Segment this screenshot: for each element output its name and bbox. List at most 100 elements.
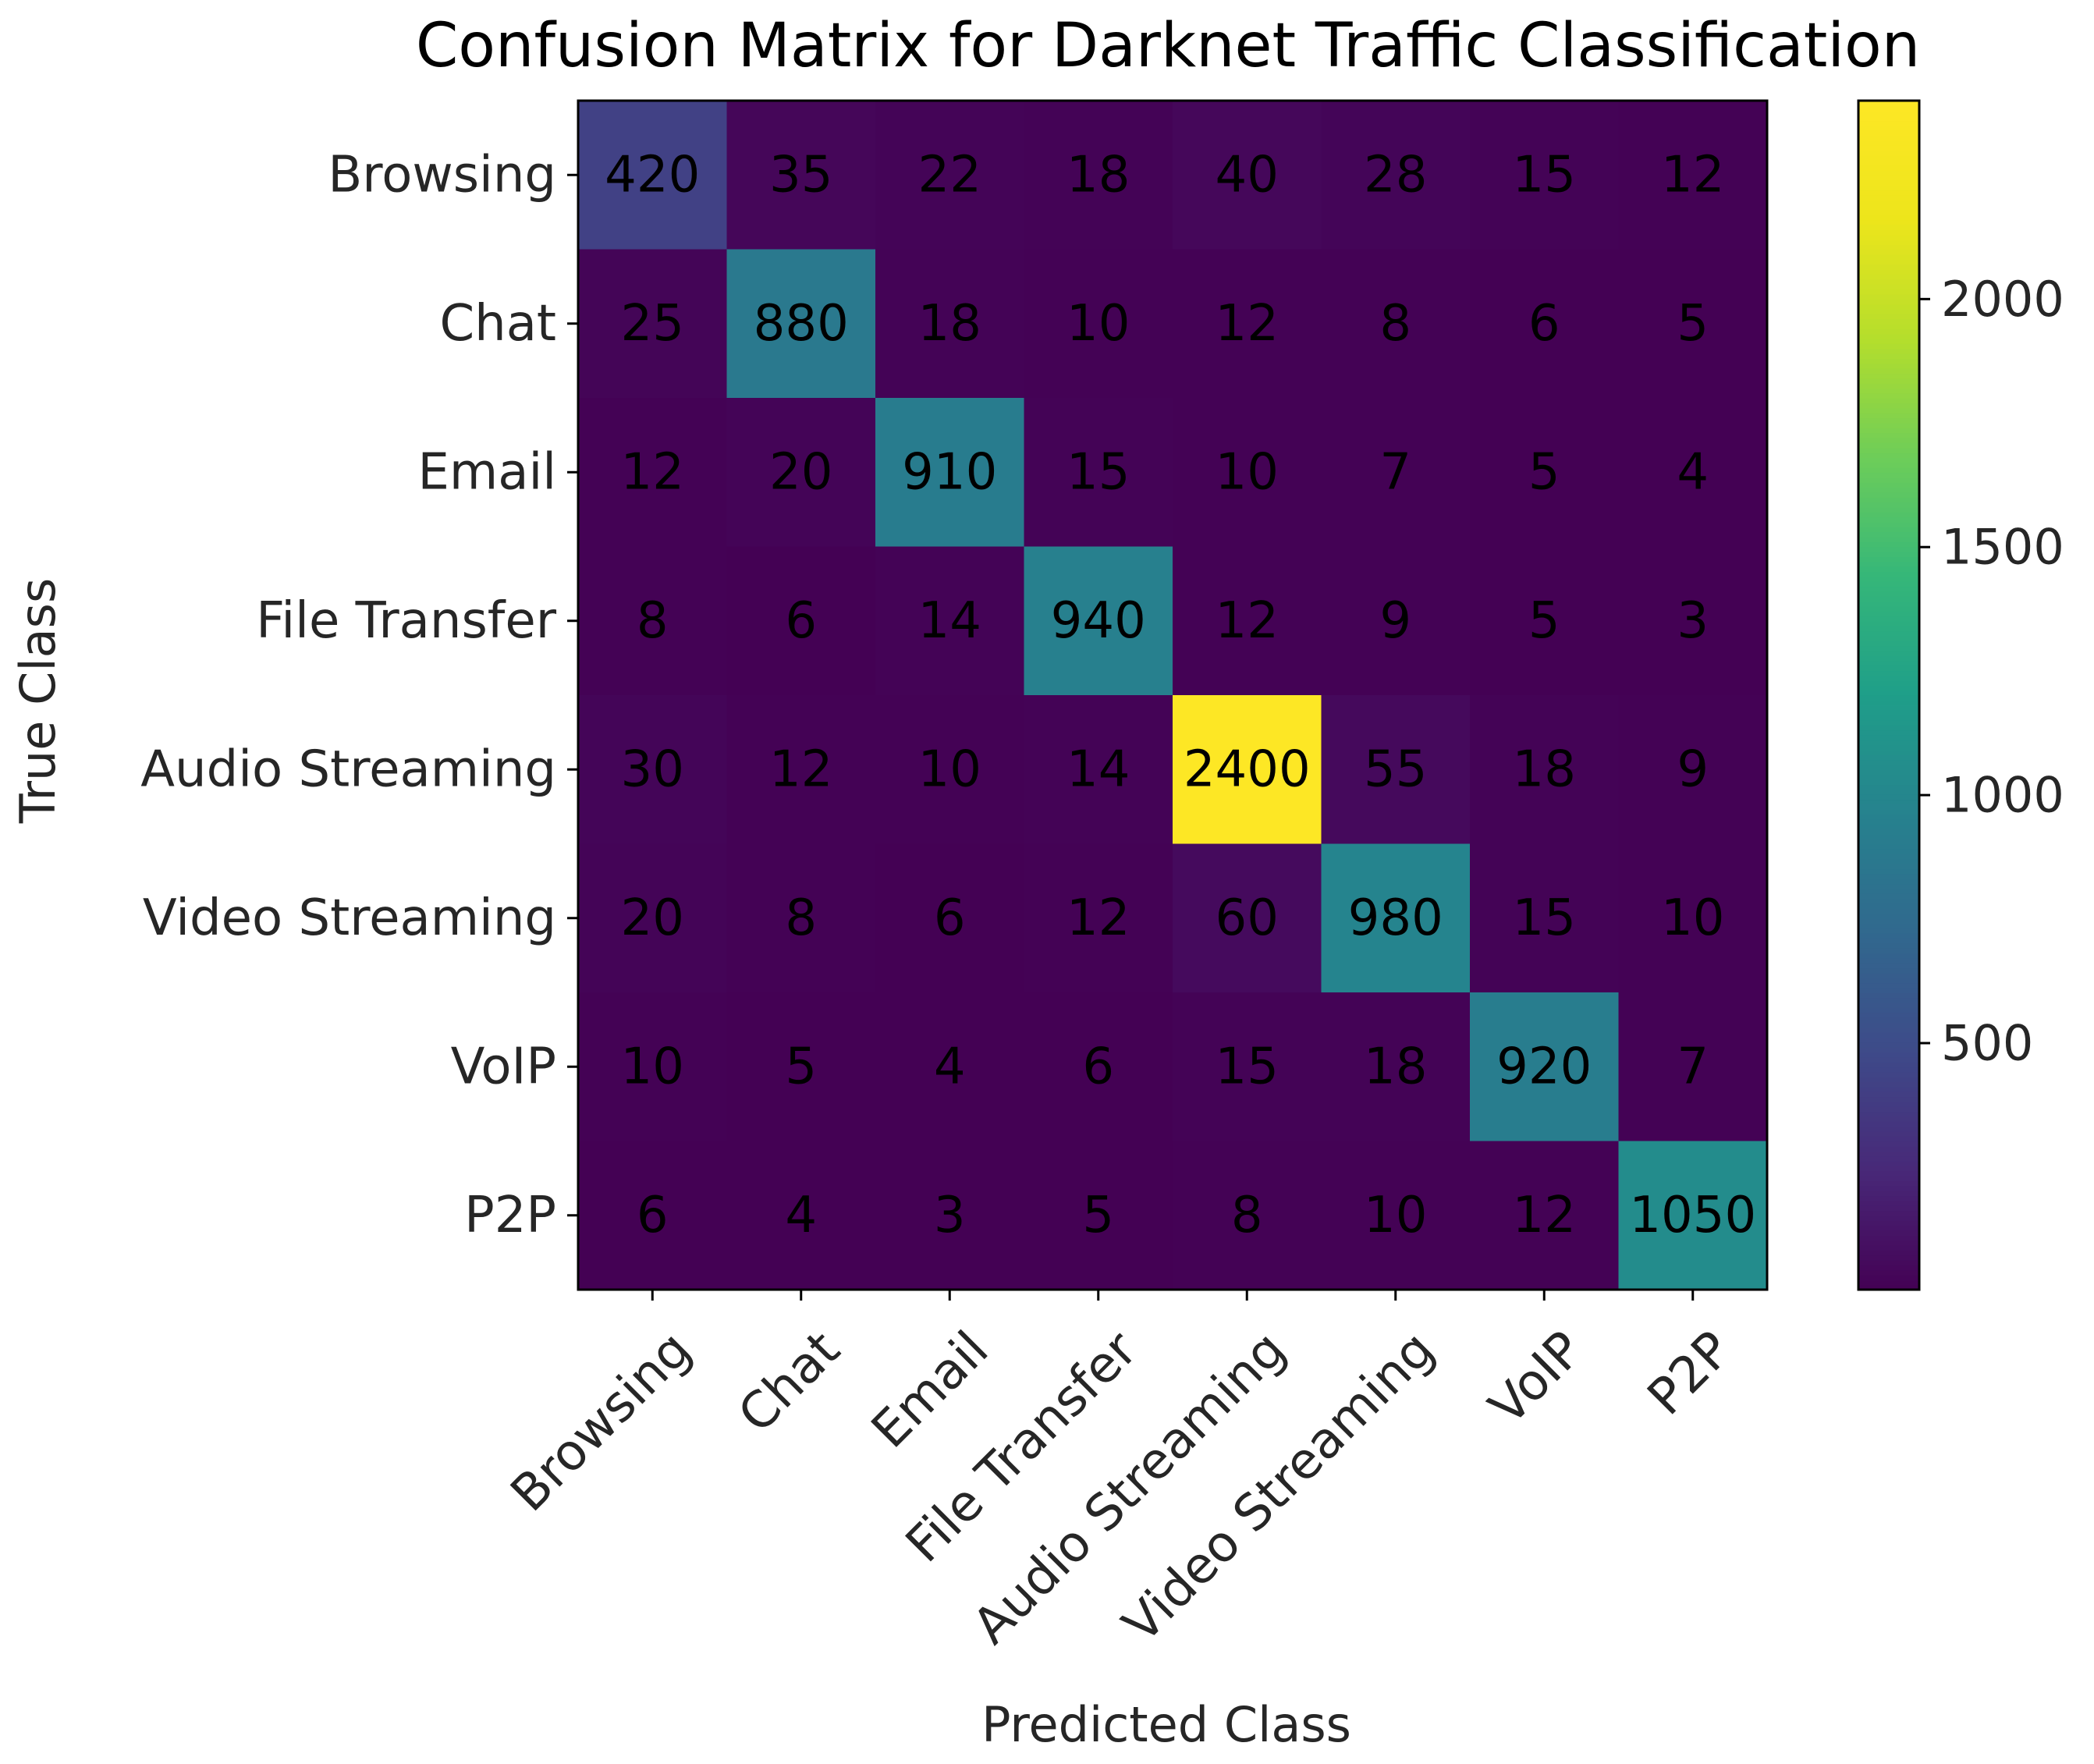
colorbar-segment bbox=[1858, 160, 1919, 166]
colorbar-segment bbox=[1858, 303, 1919, 310]
colorbar-segment bbox=[1858, 428, 1919, 434]
colorbar-segment bbox=[1858, 318, 1919, 325]
colorbar-segment bbox=[1858, 274, 1919, 280]
colorbar-segment bbox=[1858, 457, 1919, 463]
cell-value-label: 4 bbox=[785, 1187, 817, 1244]
colorbar-segment bbox=[1858, 947, 1919, 953]
colorbar-segment bbox=[1858, 566, 1919, 573]
colorbar-segment bbox=[1858, 1185, 1919, 1191]
colorbar-segment bbox=[1858, 432, 1919, 438]
y-tick-label: Video Streaming bbox=[143, 889, 556, 947]
colorbar-segment bbox=[1858, 1091, 1919, 1098]
heatmap-cell bbox=[875, 695, 1025, 845]
colorbar-segment bbox=[1858, 120, 1919, 126]
colorbar-segment bbox=[1858, 1195, 1919, 1201]
colorbar-segment bbox=[1858, 1145, 1919, 1152]
colorbar-segment bbox=[1858, 264, 1919, 270]
heatmap-cell bbox=[578, 843, 728, 993]
cell-value-label: 14 bbox=[1067, 740, 1130, 798]
x-tick-label: Email bbox=[861, 1321, 999, 1460]
cell-value-label: 12 bbox=[1216, 295, 1279, 353]
colorbar-segment bbox=[1858, 789, 1919, 795]
colorbar-segment bbox=[1858, 209, 1919, 215]
colorbar-segment bbox=[1858, 194, 1919, 201]
colorbar-segment bbox=[1858, 1240, 1919, 1246]
colorbar-segment bbox=[1858, 719, 1919, 726]
heatmap-cell bbox=[1024, 695, 1173, 845]
heatmap-cell bbox=[1618, 843, 1768, 993]
cell-value-label: 2400 bbox=[1184, 740, 1311, 798]
cell-value-label: 8 bbox=[785, 889, 817, 947]
colorbar-segment bbox=[1858, 1061, 1919, 1068]
cell-value-label: 910 bbox=[902, 443, 997, 501]
colorbar-frame bbox=[1857, 99, 1921, 1291]
colorbar-segment bbox=[1858, 759, 1919, 765]
colorbar-segment bbox=[1858, 1269, 1919, 1276]
cell-value-label: 8 bbox=[1379, 295, 1411, 353]
colorbar-segment bbox=[1858, 125, 1919, 131]
colorbar-segment bbox=[1858, 611, 1919, 617]
heatmap-cell bbox=[726, 843, 876, 993]
heatmap-cell bbox=[1321, 101, 1471, 250]
cell-value-label: 18 bbox=[1513, 740, 1576, 798]
colorbar-segment bbox=[1858, 754, 1919, 761]
cell-value-label: 6 bbox=[1528, 295, 1560, 353]
heatmap-cell bbox=[1024, 398, 1173, 548]
colorbar-segment bbox=[1858, 972, 1919, 978]
colorbar-segment bbox=[1858, 917, 1919, 924]
colorbar-segment bbox=[1858, 858, 1919, 864]
cell-value-label: 6 bbox=[934, 889, 966, 947]
colorbar-segment bbox=[1858, 784, 1919, 790]
colorbar-segment bbox=[1858, 843, 1919, 850]
cell-value-label: 8 bbox=[1231, 1187, 1263, 1244]
heatmap-cell bbox=[1173, 843, 1322, 993]
y-tick-label: Email bbox=[417, 443, 556, 501]
colorbar-segment bbox=[1858, 1106, 1919, 1113]
colorbar-segment bbox=[1858, 833, 1919, 839]
colorbar-segment bbox=[1858, 462, 1919, 468]
colorbar-segment bbox=[1858, 675, 1919, 681]
colorbar-segment bbox=[1858, 200, 1919, 206]
heatmap-cell bbox=[1618, 249, 1768, 399]
colorbar-segment bbox=[1858, 140, 1919, 146]
heatmap-cell bbox=[726, 249, 876, 399]
colorbar-segment bbox=[1858, 1280, 1919, 1286]
colorbar-segment bbox=[1858, 348, 1919, 354]
x-tick-label: P2P bbox=[1637, 1321, 1743, 1427]
colorbar-segment bbox=[1858, 893, 1919, 900]
colorbar-segment bbox=[1858, 308, 1919, 314]
colorbar-segment bbox=[1858, 997, 1919, 1003]
cell-value-label: 6 bbox=[1082, 1038, 1114, 1095]
colorbar-segment bbox=[1858, 804, 1919, 810]
cell-value-label: 940 bbox=[1051, 592, 1146, 650]
colorbar-segment bbox=[1858, 184, 1919, 191]
cell-value-label: 18 bbox=[918, 295, 981, 353]
colorbar-segment bbox=[1858, 1056, 1919, 1063]
colorbar-segment bbox=[1858, 392, 1919, 399]
cell-value-label: 10 bbox=[621, 1038, 684, 1095]
colorbar-segment bbox=[1858, 873, 1919, 879]
colorbar-tick-label: 1000 bbox=[1941, 767, 2064, 824]
colorbar-segment bbox=[1858, 1220, 1919, 1226]
colorbar-segment bbox=[1858, 898, 1919, 904]
colorbar-segment bbox=[1858, 497, 1919, 503]
heatmap-cell bbox=[1024, 101, 1173, 250]
colorbar-segment bbox=[1858, 977, 1919, 984]
colorbar-segment bbox=[1858, 101, 1919, 107]
colorbar-segment bbox=[1858, 413, 1919, 419]
colorbar-segment bbox=[1858, 1007, 1919, 1013]
colorbar-segment bbox=[1858, 373, 1919, 379]
colorbar-segment bbox=[1858, 215, 1919, 221]
colorbar-segment bbox=[1858, 1210, 1919, 1216]
colorbar-segment bbox=[1858, 641, 1919, 647]
colorbar-segment bbox=[1858, 363, 1919, 369]
colorbar-segment bbox=[1858, 928, 1919, 934]
heatmap-cell bbox=[1321, 843, 1471, 993]
colorbar-segment bbox=[1858, 506, 1919, 513]
colorbar-segment bbox=[1858, 110, 1919, 116]
colorbar-segment bbox=[1858, 407, 1919, 413]
heatmap-cell bbox=[1470, 546, 1620, 696]
colorbar-segment bbox=[1858, 1076, 1919, 1083]
heatmap-cell bbox=[1321, 992, 1471, 1142]
